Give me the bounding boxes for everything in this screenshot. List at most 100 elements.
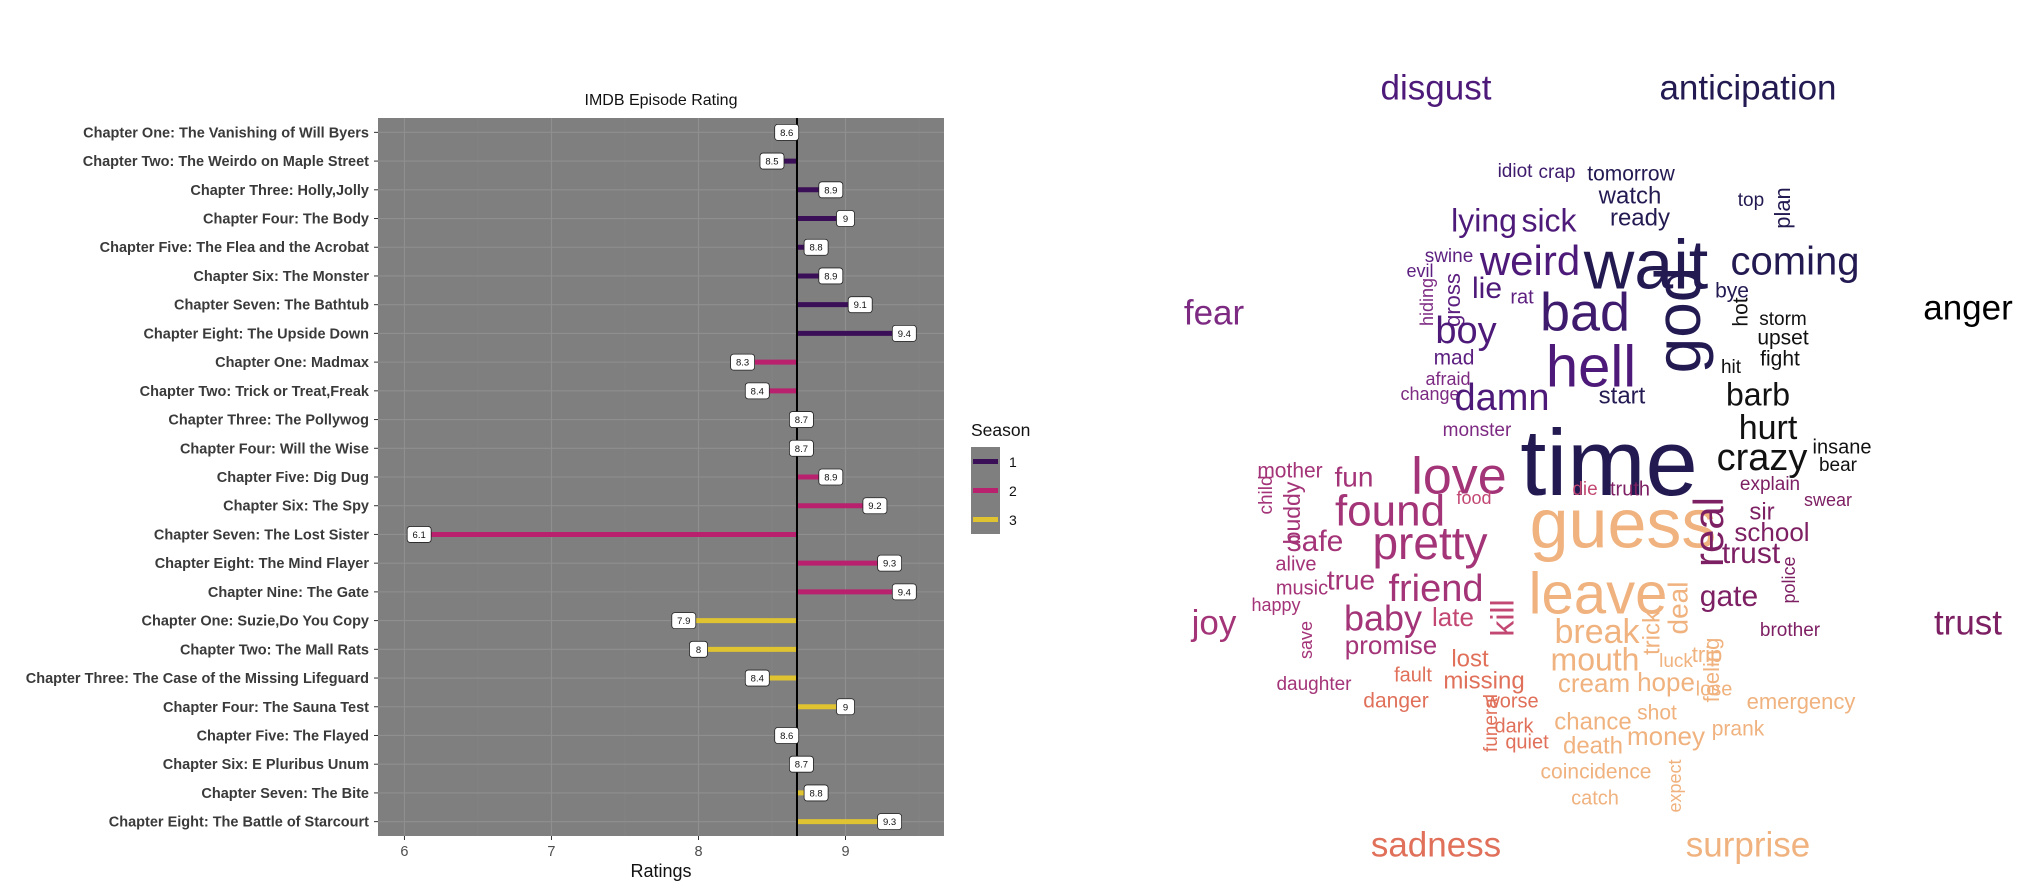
episode-label: Chapter Four: Will the Wise (180, 441, 369, 457)
cloud-word: insane (1813, 436, 1872, 458)
episode-label: Chapter Three: The Case of the Missing L… (26, 671, 369, 687)
value-label-text: 8.7 (795, 415, 808, 426)
cloud-word: plan (1770, 187, 1795, 229)
value-label-text: 8.6 (780, 128, 793, 139)
emotion-label: anticipation (1659, 68, 1836, 107)
cloud-word: hell (1546, 334, 1636, 399)
cloud-word: hope (1637, 667, 1695, 697)
cloud-word: death (1563, 732, 1623, 759)
value-label-box (744, 382, 770, 400)
episode-label: Chapter Two: Trick or Treat,Freak (140, 384, 370, 400)
value-label-box (689, 640, 708, 658)
value-label: 9.4 (891, 583, 917, 601)
cloud-word: expect (1665, 759, 1685, 812)
cloud-word: lying (1451, 202, 1517, 238)
episode-label: Chapter Six: The Spy (223, 499, 369, 515)
value-labels: 8.6 8.5 8.9 9 8.8 8.9 9.1 9.4 8.3 8.4 8.7 8.7 8.9 9.2… (406, 123, 917, 831)
cloud-word: lost (1451, 645, 1489, 672)
value-label-box (406, 526, 432, 543)
cloud-word: lie (1472, 272, 1502, 305)
episode-labels: Chapter One: The Vanishing of Will Byers… (26, 125, 378, 831)
cloud-word: coincidence (1541, 761, 1652, 784)
value-label: 8.3 (730, 353, 755, 371)
x-axis-ticks: 6 7 8 9 (400, 836, 850, 860)
value-label-text: 8.7 (795, 760, 808, 771)
cloud-word: chance (1554, 708, 1631, 735)
cloud-word: food (1456, 488, 1491, 508)
cloud-word: feeling (1699, 638, 1724, 703)
cloud-word: catch (1571, 787, 1619, 809)
cloud-word: alive (1275, 553, 1316, 575)
value-label: 9.3 (877, 813, 903, 831)
cloud-word: save (1296, 621, 1316, 659)
value-label-box (788, 439, 814, 457)
value-label-box (744, 669, 770, 687)
cloud-word: truth (1610, 478, 1650, 500)
value-label-box (891, 324, 917, 342)
cloud-word: storm (1759, 309, 1807, 330)
imdb-rating-chart: IMDB Episode Rating 8.6 8.5 8.9 9 8.8 8.9 9.1 9… (26, 92, 1031, 881)
cloud-word: swine (1425, 246, 1474, 267)
cloud-word: found (1335, 487, 1445, 536)
cloud-word: school (1734, 517, 1809, 547)
value-label-box (847, 296, 873, 314)
value-label-box (671, 612, 697, 629)
episode-label: Chapter Five: The Flayed (197, 728, 369, 744)
cloud-word: fault (1394, 664, 1432, 686)
value-label-text: 9.2 (868, 501, 881, 512)
cloud-word: mad (1434, 347, 1475, 370)
cloud-word: hot (1730, 297, 1753, 326)
cloud-word: die (1572, 479, 1597, 500)
value-label-box (818, 181, 844, 199)
value-label-box (803, 784, 829, 802)
cloud-word: hiding (1417, 278, 1437, 326)
cloud-word: happy (1251, 595, 1300, 615)
episode-label: Chapter Four: The Body (203, 212, 369, 228)
cloud-word: barb (1726, 376, 1790, 412)
episode-label: Chapter One: Madmax (215, 355, 369, 371)
cloud-word: brother (1760, 620, 1821, 641)
cloud-word: buddy (1279, 481, 1305, 544)
value-label-box (803, 238, 829, 256)
cloud-word: quiet (1505, 731, 1549, 753)
cloud-word: weird (1479, 237, 1580, 284)
value-label: 7.9 (671, 612, 697, 629)
cloud-word: safe (1287, 525, 1344, 558)
cloud-word: late (1432, 602, 1474, 632)
cloud-word: wait (1583, 225, 1708, 303)
value-label: 9 (836, 698, 855, 716)
value-label: 8.4 (744, 669, 770, 687)
value-label: 9.3 (877, 554, 903, 572)
value-label-text: 8.3 (736, 358, 749, 369)
cloud-word: hit (1721, 357, 1742, 378)
x-tick-label: 8 (694, 844, 702, 860)
cloud-word: gate (1700, 580, 1758, 613)
episode-label: Chapter Five: Dig Dug (217, 470, 369, 486)
x-tick-label: 7 (547, 844, 555, 860)
cloud-word: change (1400, 384, 1459, 404)
value-label-box (730, 353, 755, 371)
cloud-word: mother (1257, 460, 1322, 483)
cloud-word: lose (1696, 678, 1733, 700)
cloud-word: god (1642, 267, 1714, 374)
episode-label: Chapter Three: The Pollywog (168, 413, 369, 429)
value-label-box (862, 497, 888, 515)
emotion-label: anger (1923, 288, 2013, 327)
value-label-text: 9.3 (883, 559, 896, 570)
cloud-word: watch (1598, 182, 1662, 209)
cloud-word: monster (1443, 420, 1512, 441)
cloud-word: coming (1731, 240, 1860, 284)
value-label-text: 8 (696, 645, 701, 656)
emotion-label: trust (1934, 603, 2002, 642)
cloud-word: explain (1740, 474, 1800, 495)
cloud-word: sir (1749, 498, 1774, 525)
episode-label: Chapter One: The Vanishing of Will Byers (83, 125, 369, 141)
episode-label: Chapter Three: Holly,Jolly (190, 183, 369, 199)
legend-label: 2 (1009, 483, 1017, 499)
value-label: 9.2 (862, 497, 888, 515)
cloud-word: trick (1638, 610, 1665, 655)
value-label-text: 9.4 (898, 587, 911, 598)
value-label-text: 8.9 (824, 271, 837, 282)
emotion-label: fear (1184, 293, 1245, 332)
episode-label: Chapter Six: The Monster (193, 269, 369, 285)
